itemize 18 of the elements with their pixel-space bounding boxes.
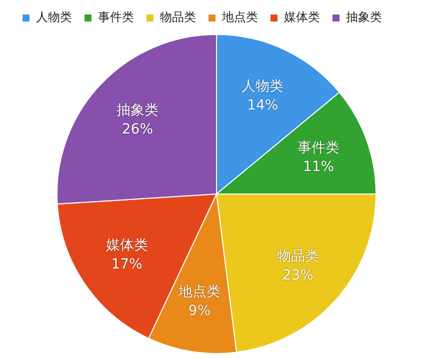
slice-label: 人物类 xyxy=(242,78,284,95)
data-label: 26% xyxy=(122,121,153,138)
slice-label: 抽象类 xyxy=(116,102,158,118)
legend-label: 事件类 xyxy=(98,10,134,24)
data-label: 14% xyxy=(247,98,278,114)
data-label: 11% xyxy=(302,158,334,175)
legend-label: 抽象类 xyxy=(346,10,382,24)
data-label: 23% xyxy=(282,267,314,284)
legend-label: 地点类 xyxy=(221,10,258,24)
legend-label: 媒体类 xyxy=(284,10,320,24)
slice-label: 地点类 xyxy=(178,284,221,300)
slice-label: 事件类 xyxy=(298,140,340,156)
data-label: 17% xyxy=(111,256,142,273)
slice-label: 媒体类 xyxy=(106,238,148,254)
legend-label: 物品类 xyxy=(160,10,196,24)
data-label: 9% xyxy=(188,302,211,319)
legend-label: 人物类 xyxy=(36,10,72,24)
slice-label: 物品类 xyxy=(276,248,319,264)
